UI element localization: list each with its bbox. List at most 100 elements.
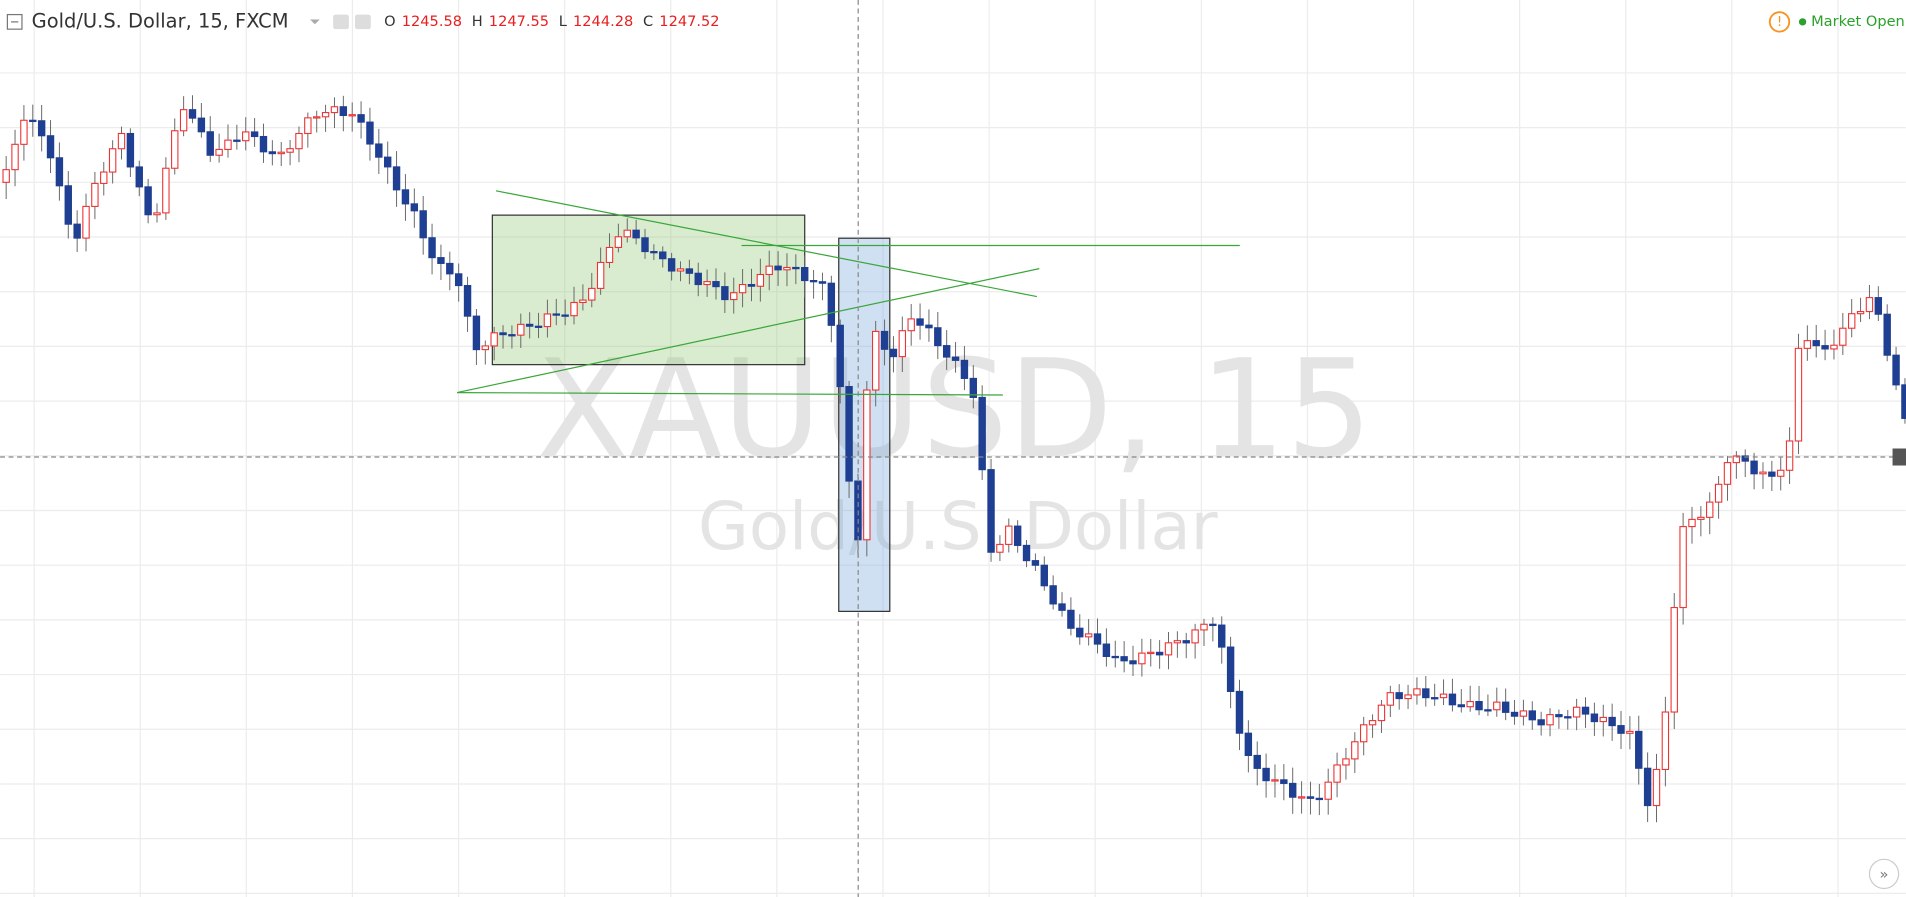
candle-body bbox=[1067, 609, 1075, 629]
symbol-title[interactable]: Gold/U.S. Dollar, 15, FXCM bbox=[32, 9, 289, 32]
candle-body bbox=[224, 139, 232, 150]
candle-body bbox=[1102, 643, 1111, 657]
trendlines[interactable] bbox=[456, 190, 1240, 396]
candle-body bbox=[1147, 651, 1155, 655]
candle-body bbox=[1750, 460, 1758, 475]
candle-body bbox=[304, 117, 312, 135]
candle-body bbox=[916, 318, 924, 326]
dropdown-arrow[interactable] bbox=[310, 19, 320, 25]
candle-body bbox=[286, 148, 294, 153]
candle-body bbox=[1200, 623, 1208, 631]
candle-body bbox=[1714, 483, 1723, 503]
ohlc-value: 1245.58 bbox=[402, 13, 462, 30]
candle-body bbox=[73, 223, 81, 239]
candle-body bbox=[694, 272, 702, 286]
candle-body bbox=[1759, 471, 1767, 475]
candle-body bbox=[126, 132, 135, 168]
candle-body bbox=[1404, 694, 1412, 700]
candle-body bbox=[162, 167, 170, 214]
candle-body bbox=[1590, 713, 1599, 723]
candle-body bbox=[268, 151, 277, 155]
candle-body bbox=[1777, 469, 1785, 477]
candle-body bbox=[357, 114, 365, 123]
ohlc-label: C bbox=[643, 13, 653, 30]
ohlc-label: L bbox=[559, 13, 568, 30]
candle-body bbox=[960, 359, 969, 379]
candle-body bbox=[117, 132, 126, 150]
candle-body bbox=[667, 258, 676, 272]
settings-icon[interactable] bbox=[355, 14, 371, 30]
candle-body bbox=[1315, 797, 1324, 801]
candle-body bbox=[951, 356, 960, 361]
candle-body bbox=[1706, 501, 1714, 518]
candle-body bbox=[676, 268, 685, 272]
candle-body bbox=[321, 112, 330, 118]
candle-body bbox=[153, 212, 161, 216]
candle-body bbox=[1741, 455, 1749, 462]
trend-line[interactable] bbox=[456, 268, 1040, 394]
candle-body bbox=[712, 281, 720, 288]
settings-icon[interactable] bbox=[333, 14, 349, 30]
candle-body bbox=[1484, 709, 1492, 712]
candle-body bbox=[490, 332, 498, 347]
candle-body bbox=[375, 143, 383, 158]
candle-body bbox=[765, 265, 773, 276]
candle-body bbox=[11, 143, 19, 171]
candle-body bbox=[1138, 652, 1146, 665]
candle-body bbox=[1111, 655, 1119, 659]
candle-body bbox=[969, 377, 978, 398]
candle-body bbox=[863, 389, 871, 541]
scroll-button[interactable] bbox=[1868, 858, 1900, 890]
candle-body bbox=[543, 313, 552, 328]
candle-body bbox=[827, 282, 836, 326]
candle-body bbox=[845, 385, 853, 482]
candle-body bbox=[588, 287, 596, 301]
candle-body bbox=[1324, 781, 1332, 800]
candle-body bbox=[20, 119, 28, 145]
watermark-name: Gold/U.S. Dollar bbox=[698, 489, 1218, 565]
candle-body bbox=[1093, 633, 1102, 645]
candle-body bbox=[472, 315, 481, 351]
candle-body bbox=[730, 292, 738, 301]
candle-body bbox=[1732, 455, 1741, 464]
alert-icon[interactable] bbox=[1768, 11, 1791, 33]
candle-body bbox=[1528, 710, 1536, 721]
alert-icon-mark: ! bbox=[1777, 15, 1782, 30]
trend-line[interactable] bbox=[457, 391, 1003, 396]
candle-body bbox=[1280, 779, 1288, 784]
candle-body bbox=[37, 120, 46, 137]
candle-body bbox=[339, 106, 348, 117]
candle-body bbox=[1191, 629, 1199, 644]
candle-body bbox=[1679, 526, 1687, 609]
ohlc-values: O 1245.58 H 1247.55 L 1244.28 C 1247.52 bbox=[384, 13, 719, 30]
candle-body bbox=[934, 327, 942, 347]
ohlc-value: 1247.55 bbox=[489, 13, 549, 30]
candle-body bbox=[1333, 764, 1341, 783]
candle-body bbox=[1235, 690, 1244, 734]
candle-body bbox=[1226, 646, 1235, 692]
candle-body bbox=[1617, 725, 1625, 734]
candle-body bbox=[1830, 344, 1838, 350]
candle-body bbox=[1475, 701, 1483, 711]
candle-body bbox=[135, 166, 143, 188]
trend-line[interactable] bbox=[495, 190, 1037, 298]
candle-body bbox=[1386, 692, 1395, 706]
collapse-icon[interactable] bbox=[6, 13, 23, 30]
candle-body bbox=[1351, 741, 1359, 760]
candle-body bbox=[2, 169, 10, 183]
candle-body bbox=[818, 281, 827, 284]
candle-body bbox=[454, 273, 463, 287]
candle-body bbox=[596, 261, 605, 289]
candle-body bbox=[1599, 716, 1607, 723]
candle-body bbox=[1022, 544, 1031, 562]
candle-body bbox=[517, 323, 525, 336]
candle-body bbox=[215, 148, 223, 156]
candle-body bbox=[1581, 706, 1590, 715]
candle-body bbox=[1812, 340, 1820, 347]
candle-body bbox=[605, 246, 614, 264]
candle-body bbox=[774, 265, 782, 271]
crosshair-plus[interactable] bbox=[1892, 448, 1906, 466]
candle-body bbox=[1013, 525, 1022, 546]
candle-body bbox=[801, 266, 809, 282]
